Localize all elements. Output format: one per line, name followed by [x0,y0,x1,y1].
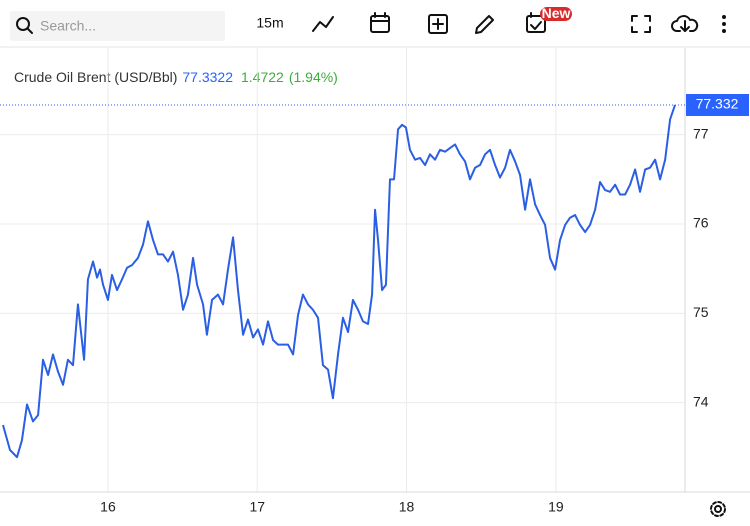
x-tick-label: 17 [249,499,265,515]
legend-last: 77.3322 [182,69,233,85]
new-badge-text: New [542,5,571,21]
x-tick-label: 18 [399,499,415,515]
search-icon [16,17,33,34]
chart-type-icon[interactable] [312,16,334,32]
x-tick-label: 16 [100,499,116,515]
y-tick-label: 74 [693,393,709,409]
settings-icon[interactable] [710,501,726,517]
interval-button[interactable]: 15m [256,15,283,31]
legend-title: Crude Oil Brent (USD/Bbl) [14,69,177,85]
search-placeholder: Search... [40,18,96,34]
price-line [2,104,676,459]
last-price-tag [686,93,749,116]
download-icon[interactable] [671,15,699,32]
y-tick-label: 77 [693,125,709,141]
y-tick-label: 76 [693,215,709,231]
legend: Crude Oil Brent (USD/Bbl) 77.3322 1.4722 (1… [14,69,338,85]
events-icon[interactable] [526,12,546,33]
fullscreen-icon[interactable] [631,15,651,33]
more-icon[interactable] [722,15,726,33]
draw-icon[interactable] [475,15,494,34]
calendar-icon[interactable] [370,12,390,33]
x-tick-label: 19 [548,499,564,515]
y-tick-label: 75 [693,304,709,320]
legend-change-pct: (1.94%) [289,69,338,85]
add-icon[interactable] [428,14,448,34]
last-price-label: 77.332 [696,96,739,112]
legend-change: 1.4722 [241,69,284,85]
search-box[interactable] [10,11,225,41]
new-badge [540,7,572,21]
